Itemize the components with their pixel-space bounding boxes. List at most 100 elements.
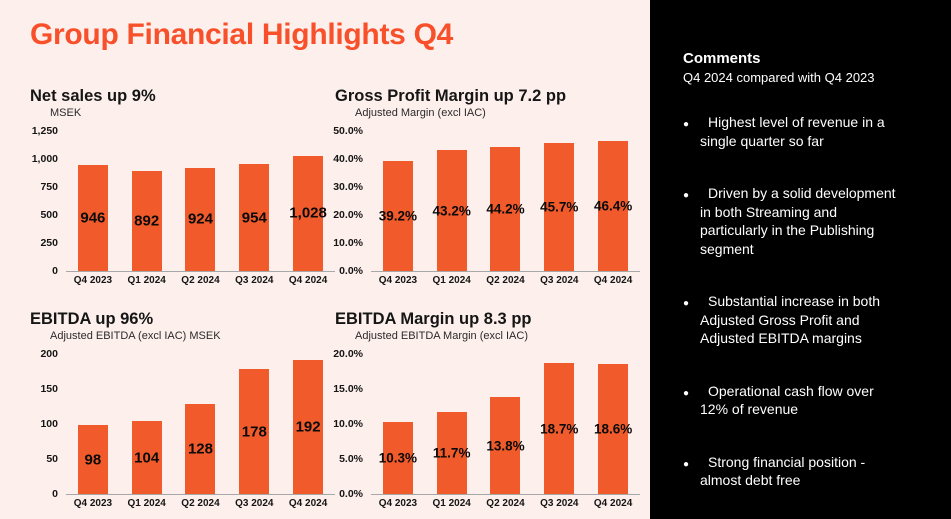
y-tick-label: 15.0%: [333, 383, 363, 395]
y-tick-label: 10.0%: [333, 418, 363, 430]
comment-text: Strong financial position - almost debt …: [700, 453, 866, 489]
page-title: Group Financial Highlights Q4: [30, 18, 453, 51]
chart-plot-area: 0 250 500 750 1,000 1,250 946 892 924 954 1,028: [30, 125, 335, 277]
y-tick-label: 20.0%: [333, 209, 363, 221]
x-tick-label: Q3 2024: [540, 498, 579, 509]
bar: 954: [239, 164, 270, 271]
x-tick-label: Q2 2024: [486, 498, 525, 509]
y-tick-label: 5.0%: [339, 453, 363, 465]
comment-bullet: ● Highest level of revenue in a single qu…: [683, 113, 925, 150]
bar-value-label: 946: [80, 209, 106, 227]
bar-value-label: 46.4%: [593, 198, 633, 214]
bar-slot: 18.7%: [532, 354, 586, 494]
bar-group: 39.2% 43.2% 44.2% 45.7% 46.4%: [371, 131, 640, 271]
bar: 13.8%: [486, 397, 525, 494]
chart-subtitle: Adjusted EBITDA Margin (excl IAC): [355, 330, 529, 342]
bar-slot: 192: [281, 354, 335, 494]
bar: 128: [185, 404, 216, 494]
bar: 10.3%: [379, 421, 417, 494]
chart-title: EBITDA Margin up 8.3 pp: [335, 310, 532, 328]
bar-slot: 10.3%: [371, 354, 425, 494]
comments-subheading: Q4 2024 compared with Q4 2023: [683, 70, 875, 85]
chart-title: Net sales up 9%: [30, 87, 156, 105]
bar-value-label: 104: [134, 449, 160, 467]
chart-ebitda-margin: EBITDA Margin up 8.3 pp Adjusted EBITDA …: [333, 309, 640, 509]
y-tick-label: 50: [46, 453, 58, 465]
comments-heading: Comments: [683, 50, 761, 67]
x-tick-label: Q1 2024: [432, 498, 471, 509]
bar-slot: 104: [120, 354, 174, 494]
y-axis: 0.0% 5.0% 10.0% 15.0% 20.0%: [333, 348, 371, 500]
bar-slot: 946: [66, 131, 120, 271]
bar-slot: 924: [174, 131, 228, 271]
comment-text: Driven by a solid development in both St…: [700, 185, 896, 257]
bullet-icon: ●: [683, 119, 690, 130]
y-tick-label: 10.0%: [333, 237, 363, 249]
bar-value-label: 18.7%: [540, 421, 579, 437]
bar: 946: [77, 165, 108, 271]
x-tick-label: Q3 2024: [235, 275, 274, 286]
bullet-icon: ●: [683, 190, 690, 201]
bar-value-label: 10.3%: [378, 450, 418, 466]
bar-slot: 11.7%: [425, 354, 479, 494]
bullet-icon: ●: [683, 298, 690, 309]
bar-value-label: 924: [187, 210, 213, 228]
bullet-icon: ●: [683, 458, 690, 470]
y-tick-label: 100: [40, 418, 58, 430]
chart-title: EBITDA up 96%: [30, 310, 154, 328]
bar-value-label: 954: [241, 209, 267, 227]
y-tick-label: 1,000: [31, 153, 58, 165]
bar-slot: 18.6%: [586, 354, 640, 494]
bullet-icon: ●: [683, 387, 690, 399]
x-tick-label: Q3 2024: [235, 498, 274, 509]
bar: 18.6%: [594, 363, 632, 494]
comments-sidebar: Comments Q4 2024 compared with Q4 2023 ●…: [650, 0, 951, 519]
bar: 18.7%: [540, 363, 578, 494]
comment-text: Operational cash flow over 12% of revenu…: [700, 382, 874, 418]
plot: 946 892 924 954 1,028: [66, 131, 335, 272]
x-tick-label: Q1 2024: [432, 275, 471, 286]
x-axis-labels: Q4 2023 Q1 2024 Q2 2024 Q3 2024 Q4 2024: [371, 498, 640, 509]
x-tick-label: Q2 2024: [181, 275, 220, 286]
chart-ebitda: EBITDA up 96% Adjusted EBITDA (excl IAC)…: [30, 309, 335, 509]
x-tick-label: Q3 2024: [540, 275, 579, 286]
x-tick-label: Q4 2024: [593, 498, 633, 509]
y-tick-label: 40.0%: [333, 153, 363, 165]
bar-value-label: 1,028: [289, 204, 327, 222]
bar-slot: 43.2%: [425, 131, 479, 271]
x-axis-labels: Q4 2023 Q1 2024 Q2 2024 Q3 2024 Q4 2024: [66, 275, 335, 286]
bar-value-label: 13.8%: [486, 438, 525, 454]
plot: 98 104 128 178 192: [66, 354, 335, 495]
bar: 98: [77, 425, 108, 494]
bar-slot: 13.8%: [479, 354, 533, 494]
bar-slot: 45.7%: [532, 131, 586, 271]
comment-bullet: ● Substantial increase in both Adjusted G…: [683, 292, 925, 348]
y-tick-label: 250: [40, 237, 58, 249]
bar: 11.7%: [433, 412, 470, 494]
y-tick-label: 750: [40, 181, 58, 193]
y-axis: 0 250 500 750 1,000 1,250: [30, 125, 66, 277]
comment-text: Substantial increase in both Adjusted Gr…: [700, 293, 880, 346]
bar-slot: 1,028: [281, 131, 335, 271]
bar: 45.7%: [540, 143, 578, 271]
x-tick-label: Q4 2023: [378, 498, 418, 509]
x-tick-label: Q4 2024: [593, 275, 633, 286]
y-tick-label: 50.0%: [333, 125, 363, 137]
bar-value-label: 45.7%: [540, 199, 579, 215]
bar-value-label: 128: [187, 440, 213, 458]
bar-slot: 892: [120, 131, 174, 271]
chart-title: Gross Profit Margin up 7.2 pp: [335, 87, 567, 105]
x-tick-label: Q1 2024: [127, 498, 166, 509]
y-tick-label: 30.0%: [333, 181, 363, 193]
y-tick-label: 500: [40, 209, 58, 221]
bar: 1,028: [289, 155, 327, 271]
y-tick-label: 0.0%: [339, 265, 363, 277]
y-tick-label: 0: [52, 265, 58, 277]
bar-slot: 128: [174, 354, 228, 494]
x-tick-label: Q2 2024: [486, 275, 525, 286]
chart-subtitle: Adjusted Margin (excl IAC): [355, 107, 486, 119]
y-axis: 0.0% 10.0% 20.0% 30.0% 40.0% 50.0%: [333, 125, 371, 277]
bar: 104: [131, 421, 162, 494]
x-axis-labels: Q4 2023 Q1 2024 Q2 2024 Q3 2024 Q4 2024: [66, 498, 335, 509]
